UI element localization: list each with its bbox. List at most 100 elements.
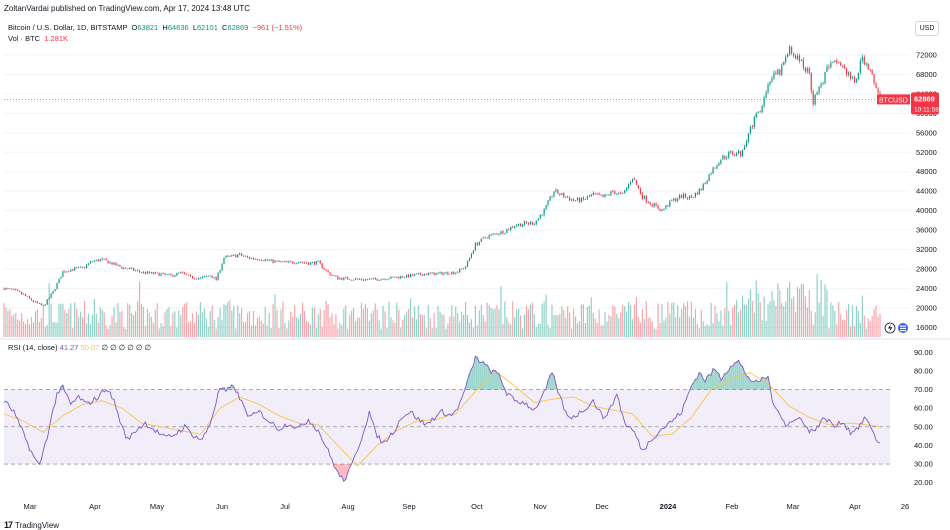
candle-body xyxy=(704,183,706,185)
candle-body xyxy=(800,59,803,61)
candle-body xyxy=(516,225,518,227)
candle-body xyxy=(785,56,787,63)
volume-bar xyxy=(431,328,433,337)
candle-body xyxy=(673,198,675,201)
candle-body xyxy=(160,273,162,276)
candle-body xyxy=(26,295,29,297)
volume-bar xyxy=(299,313,302,337)
candle-body xyxy=(164,273,166,275)
volume-bar xyxy=(421,314,423,337)
volume-bar xyxy=(677,305,679,337)
candle-body xyxy=(168,274,170,275)
volume-bar xyxy=(547,324,549,337)
candle-body xyxy=(865,63,867,65)
candle-body xyxy=(476,243,478,245)
candle-body xyxy=(681,195,683,198)
candle-body xyxy=(107,260,109,264)
volume-bar xyxy=(771,291,773,337)
open-label: O xyxy=(131,23,138,32)
candle-body xyxy=(360,279,363,280)
footer-brand[interactable]: TradingView xyxy=(15,520,60,530)
volume-label[interactable]: Vol · BTC xyxy=(8,34,41,43)
candle-body xyxy=(262,260,264,262)
price-tick-label: 44000 xyxy=(916,187,937,196)
candle-body xyxy=(93,260,95,262)
volume-bar xyxy=(521,328,524,337)
volume-bar xyxy=(531,302,533,337)
symbol-label[interactable]: Bitcoin / U.S. Dollar, 1D, BITSTAMP xyxy=(8,23,128,32)
candle-body xyxy=(639,188,641,194)
volume-bar xyxy=(115,322,117,337)
candle-body xyxy=(796,55,799,59)
volume-bar xyxy=(138,281,141,337)
candle-body xyxy=(610,191,612,195)
volume-bar xyxy=(349,314,351,337)
candle-body xyxy=(209,275,211,277)
candle-body xyxy=(150,272,152,274)
volume-bar xyxy=(276,309,278,337)
candle-body xyxy=(580,197,583,203)
candle-body xyxy=(87,263,90,265)
candle-body xyxy=(11,288,13,290)
volume-bar xyxy=(56,322,58,337)
volume-bar xyxy=(624,306,626,337)
volume-bar xyxy=(364,303,366,337)
volume-bar xyxy=(266,325,268,337)
candle-body xyxy=(875,83,877,89)
candle-body xyxy=(78,267,80,268)
volume-bar xyxy=(853,325,856,337)
candle-body xyxy=(682,193,685,198)
volume-bar xyxy=(160,323,162,337)
candle-body xyxy=(657,205,659,209)
volume-bar xyxy=(464,302,467,337)
volume-bar xyxy=(657,303,659,337)
volume-bar xyxy=(863,315,865,337)
candle-body xyxy=(408,274,410,278)
flag-icon[interactable] xyxy=(898,323,908,333)
volume-bar xyxy=(272,303,274,337)
candle-body xyxy=(180,271,182,273)
candle-body xyxy=(188,274,190,276)
candle-body xyxy=(388,278,390,280)
volume-bar xyxy=(447,323,449,337)
candle-body xyxy=(223,257,225,265)
candle-body xyxy=(494,233,496,235)
volume-bar xyxy=(38,321,40,337)
candle-body xyxy=(423,274,425,276)
volume-bar xyxy=(203,308,205,337)
volume-bar xyxy=(286,328,288,337)
candle-body xyxy=(649,202,651,205)
currency-button[interactable]: USD xyxy=(915,21,939,36)
candle-body xyxy=(728,152,730,158)
candle-body xyxy=(492,233,494,235)
volume-bar xyxy=(834,310,836,337)
time-axis[interactable]: Mar Apr May Jun Jul Aug Sep Oct Nov Dec 2024 Feb Mar… xyxy=(24,502,910,511)
volume-bar xyxy=(551,304,553,337)
candle-body xyxy=(274,260,276,263)
volume-bar xyxy=(578,321,581,337)
volume-bar xyxy=(168,307,170,337)
candle-body xyxy=(714,167,716,169)
volume-bar xyxy=(93,298,95,337)
lightning-icon[interactable] xyxy=(884,322,896,334)
volume-bar xyxy=(663,320,665,337)
tradingview-logo-icon[interactable]: 17 xyxy=(4,520,13,530)
volume-bar xyxy=(608,314,610,337)
volume-bar xyxy=(871,316,873,337)
volume-bar xyxy=(846,309,848,337)
volume-bar xyxy=(354,321,357,337)
candle-body xyxy=(413,274,416,276)
volume-bar xyxy=(97,322,99,337)
rsi-axis[interactable]: 90.00 80.00 70.00 60.00 50.00 40.00 30.00 20.00 xyxy=(914,348,933,487)
rsi-label[interactable]: RSI (14, close) xyxy=(8,343,58,352)
volume-bar xyxy=(822,315,824,337)
volume-bar xyxy=(769,301,771,337)
candle-body xyxy=(482,237,484,239)
volume-bar xyxy=(842,319,844,337)
candle-body xyxy=(459,268,461,272)
candle-body xyxy=(50,293,52,298)
volume-bar xyxy=(643,318,645,337)
candle-body xyxy=(743,146,746,151)
volume-bar xyxy=(828,328,830,337)
